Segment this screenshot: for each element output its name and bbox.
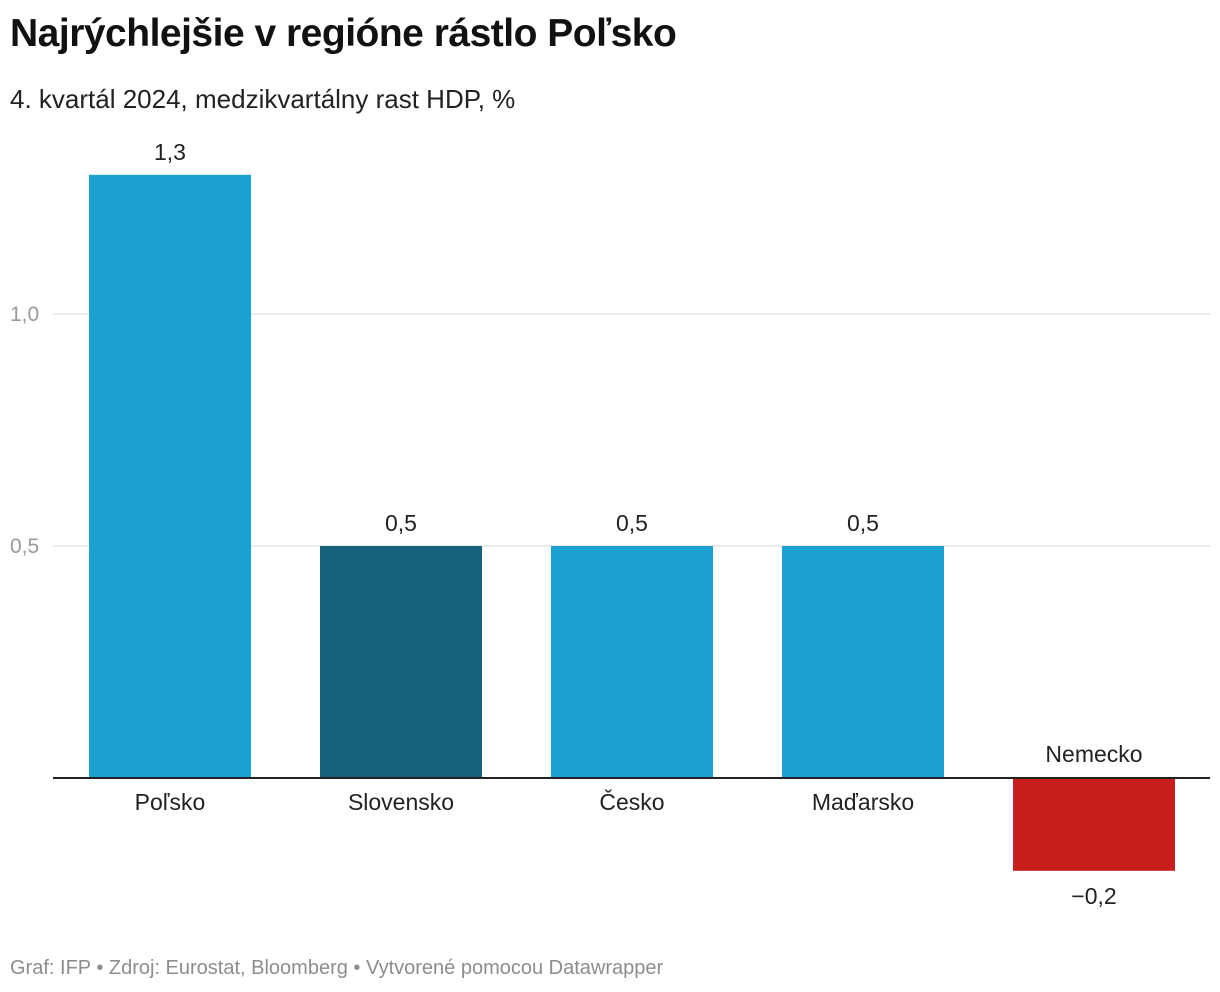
chart-title: Najrýchlejšie v regióne rástlo Poľsko [10, 12, 677, 55]
category-label: Poľsko [135, 789, 206, 815]
value-label: −0,2 [1071, 883, 1116, 909]
chart-footer: Graf: IFP • Zdroj: Eurostat, Bloomberg •… [10, 957, 664, 979]
chart-subtitle: 4. kvartál 2024, medzikvartálny rast HDP… [10, 84, 516, 114]
category-label: Česko [599, 788, 664, 815]
bar-4 [782, 546, 944, 778]
value-label: 0,5 [616, 510, 648, 536]
category-label: Slovensko [348, 789, 454, 815]
category-label: Maďarsko [812, 789, 914, 815]
value-label: 0,5 [385, 510, 417, 536]
bar-2 [320, 546, 482, 778]
category-label: Nemecko [1045, 741, 1142, 767]
y-tick-label: 0,5 [10, 535, 39, 558]
bar-3 [551, 546, 713, 778]
value-label: 0,5 [847, 510, 879, 536]
value-label: 1,3 [154, 139, 186, 165]
y-tick-label: 1,0 [10, 303, 39, 326]
bar-1 [89, 174, 251, 779]
bar-5 [1013, 778, 1175, 871]
